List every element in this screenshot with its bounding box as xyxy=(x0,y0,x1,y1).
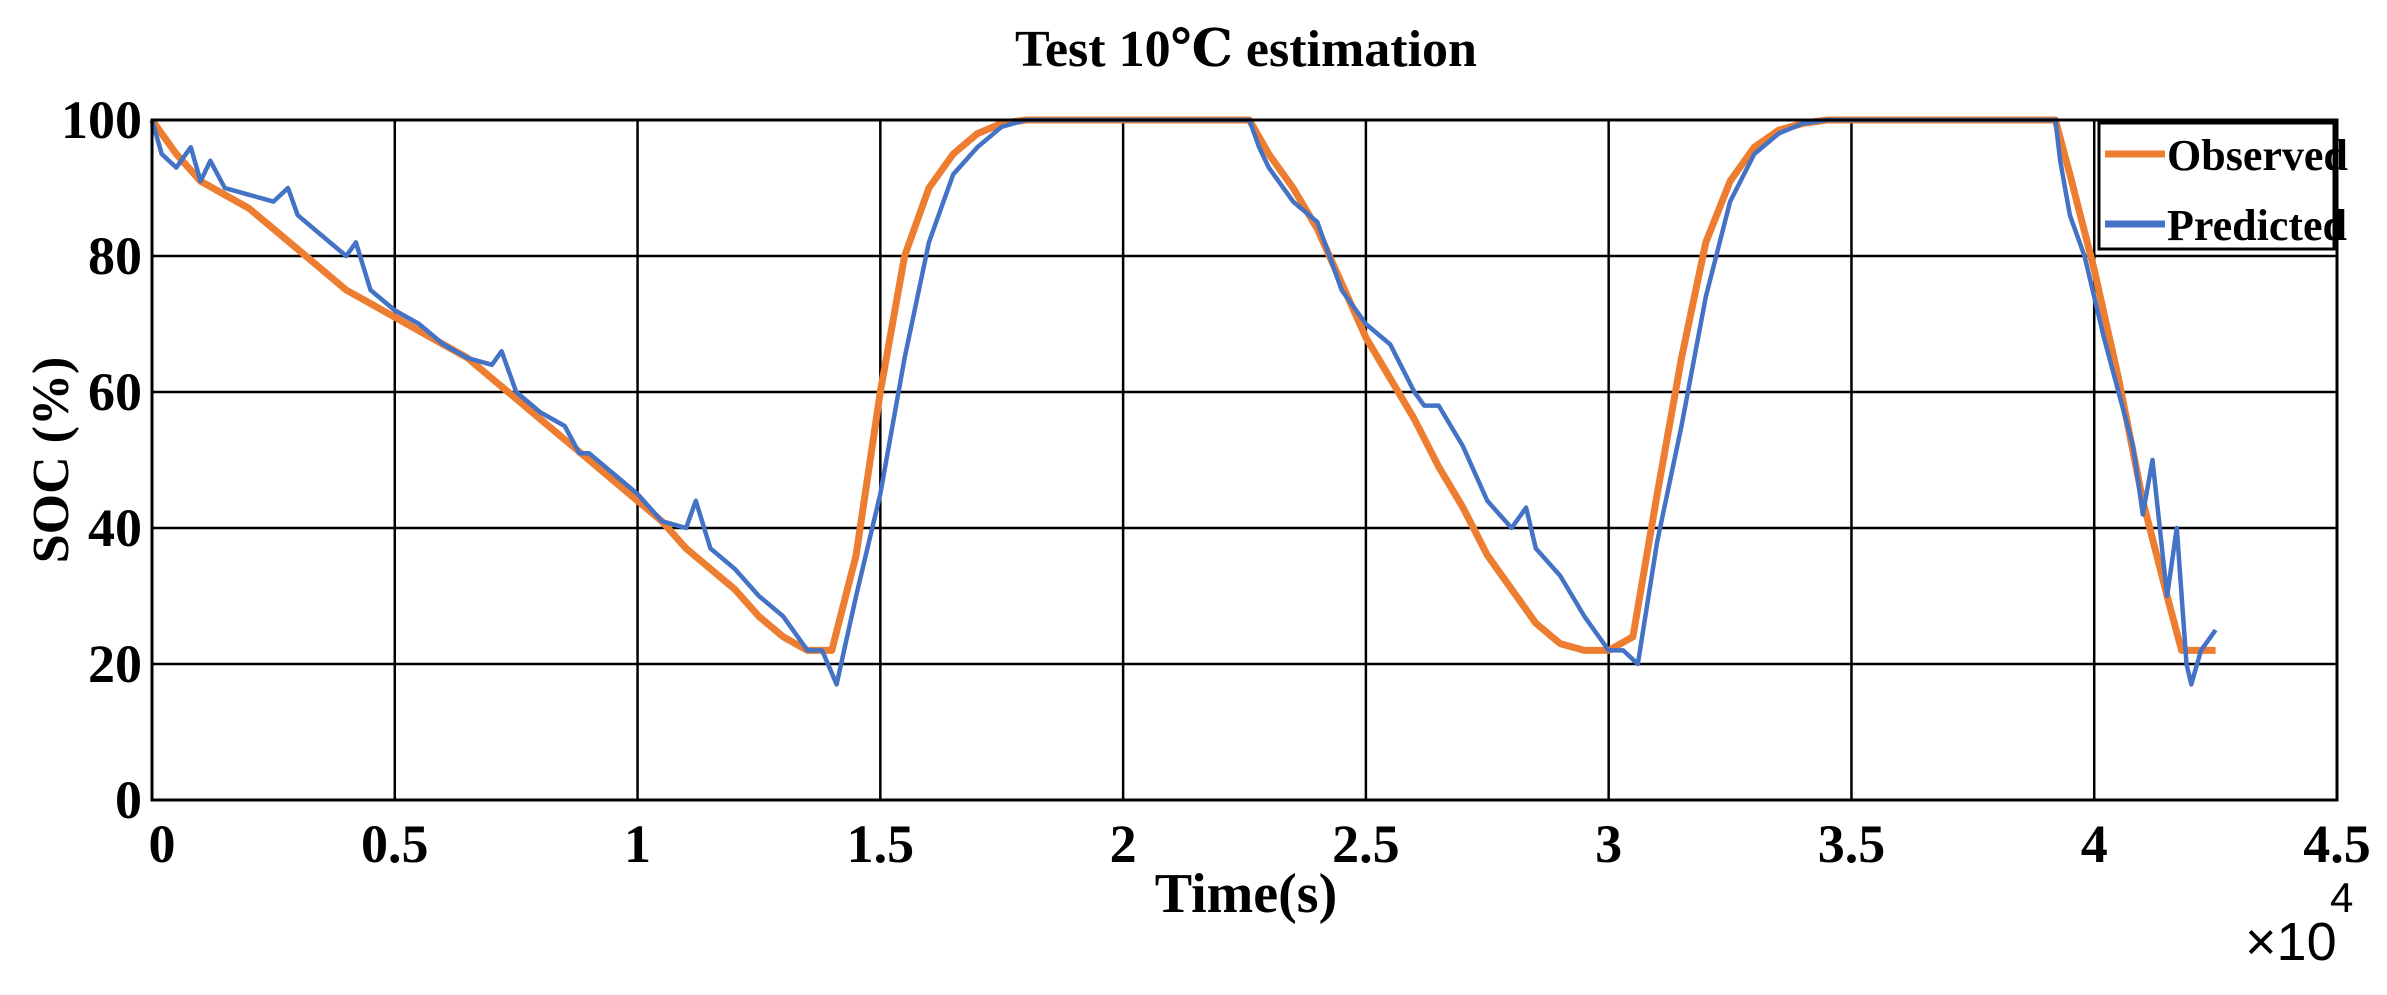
y-tick-label: 80 xyxy=(88,226,142,286)
x-tick-label: 2 xyxy=(1110,814,1137,874)
x-tick-label: 1.5 xyxy=(847,814,915,874)
legend-label-observed: Observed xyxy=(2167,131,2348,180)
x-tick-label: 0 xyxy=(149,814,176,874)
y-tick-label: 40 xyxy=(88,498,142,558)
x-tick-labels: 0 0.5 1 1.5 2 2.5 3 3.5 4 4.5 xyxy=(149,814,2371,874)
x-multiplier-exponent: 4 xyxy=(2330,874,2353,921)
x-tick-label: 0.5 xyxy=(361,814,429,874)
y-tick-labels: 0 20 40 60 80 100 xyxy=(61,90,142,830)
x-multiplier-label: ×10 xyxy=(2245,912,2337,972)
x-tick-label: 1 xyxy=(624,814,651,874)
y-tick-label: 20 xyxy=(88,634,142,694)
plot-area xyxy=(152,120,2337,800)
y-tick-label: 100 xyxy=(61,90,142,150)
x-tick-label: 2.5 xyxy=(1332,814,1400,874)
x-tick-label: 4 xyxy=(2081,814,2108,874)
x-tick-label: 4.5 xyxy=(2303,814,2371,874)
x-tick-label: 3 xyxy=(1595,814,1622,874)
y-tick-label: 60 xyxy=(88,362,142,422)
legend-box xyxy=(2097,121,2336,251)
y-axis-label: SOC (%) xyxy=(23,357,80,564)
legend-label-predicted: Predicted xyxy=(2167,201,2347,250)
x-tick-label: 3.5 xyxy=(1818,814,1886,874)
x-axis-label: Time(s) xyxy=(1155,863,1338,925)
legend: Observed Predicted xyxy=(2097,121,2348,251)
plot-frame xyxy=(150,118,2339,802)
y-tick-label: 0 xyxy=(115,770,142,830)
chart-title: Test 10℃ estimation xyxy=(1015,21,1477,78)
